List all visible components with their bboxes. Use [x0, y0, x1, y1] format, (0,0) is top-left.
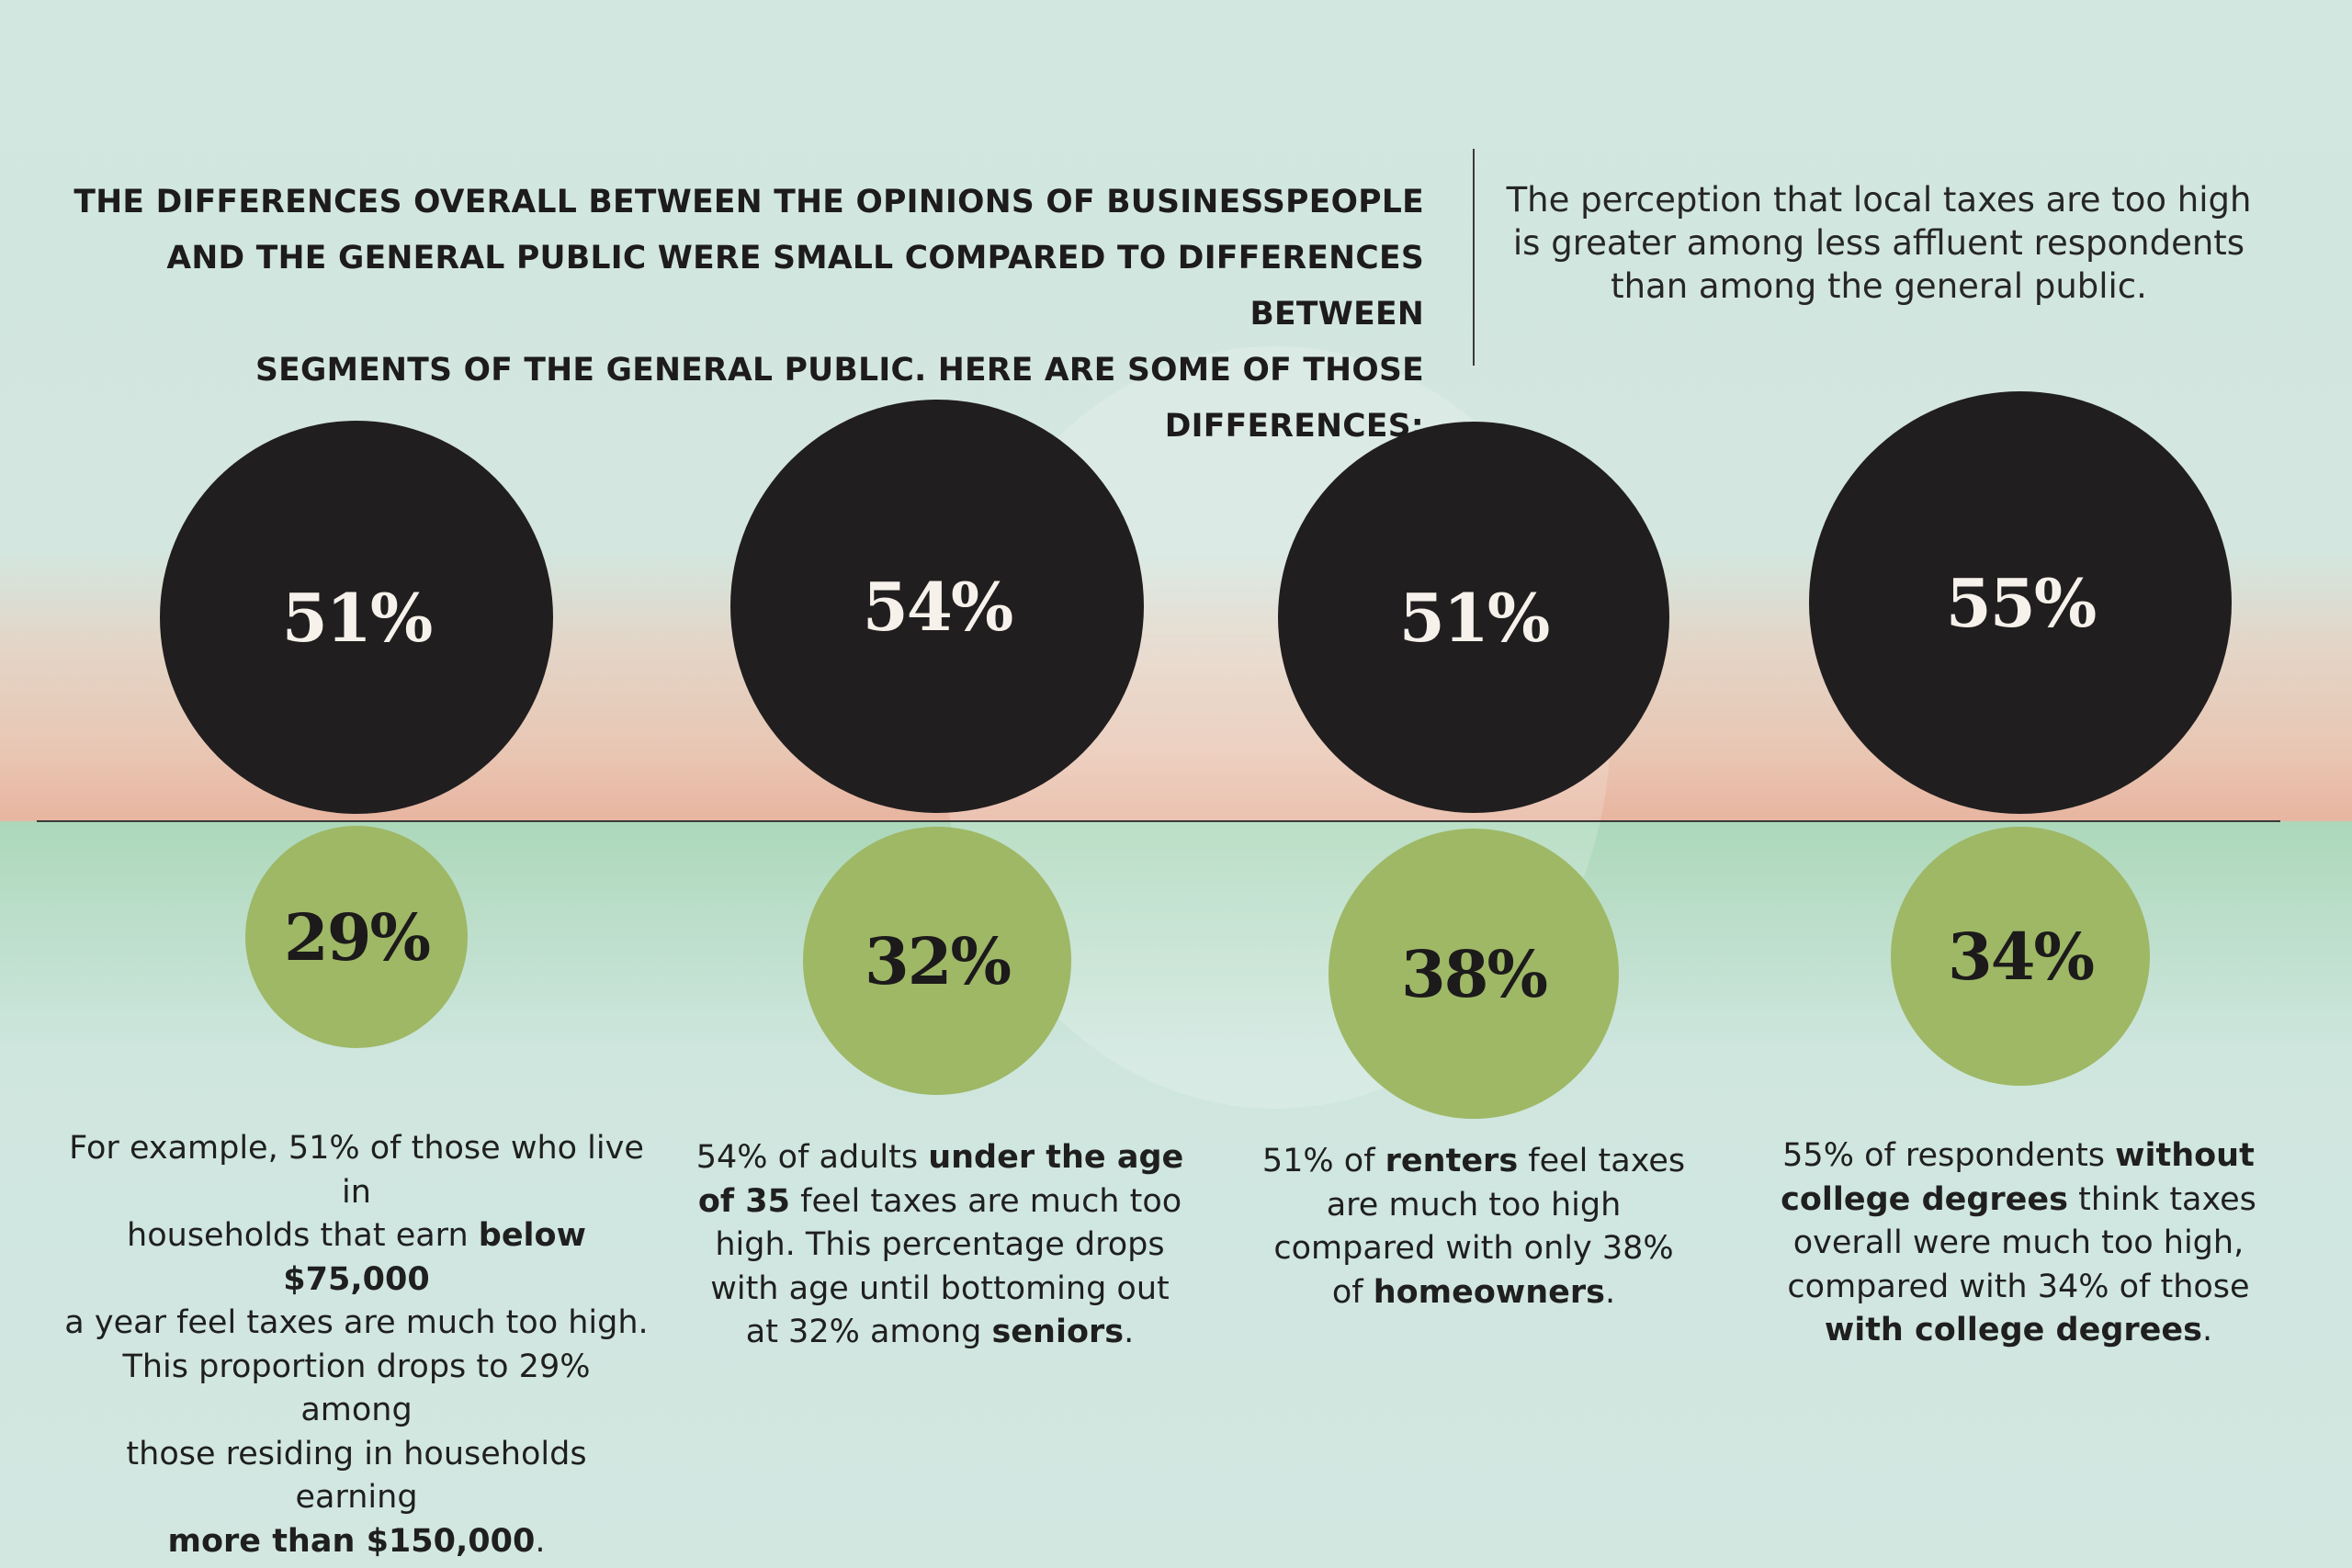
caption: 54% of adults under the age of 35 feel ta… — [646, 1136, 1234, 1355]
caption-text: of — [1331, 1273, 1374, 1311]
caption-text: 51% of — [1261, 1143, 1385, 1179]
caption-line: those residing in households earning — [62, 1433, 650, 1520]
caption-text: . — [1605, 1273, 1616, 1311]
headline-line: AND THE GENERAL PUBLIC WERE SMALL COMPAR… — [166, 240, 1424, 333]
lower-value-circle: 29% — [245, 826, 468, 1048]
caption-line: 55% of respondents without — [1724, 1134, 2312, 1179]
caption-line: This proportion drops to 29% among — [62, 1346, 650, 1433]
caption-line: more than $150,000. — [62, 1520, 650, 1564]
caption-text: a year feel taxes are much too high. — [64, 1304, 649, 1341]
lower-value-circle: 38% — [1329, 829, 1619, 1119]
caption-text: at 32% among — [745, 1314, 992, 1350]
lower-value-circle: 32% — [803, 827, 1071, 1095]
intro-line: The perception that local taxes are too … — [1506, 180, 2252, 220]
caption: 51% of renters feel taxes are much too hi… — [1180, 1140, 1768, 1314]
caption-line: of homeowners. — [1180, 1271, 1768, 1315]
caption-text: compared with 34% of those — [1787, 1268, 2250, 1305]
lower-value-circle: 34% — [1891, 827, 2150, 1086]
caption-line: college degrees think taxes — [1724, 1179, 2312, 1223]
caption-line: compared with 34% of those — [1724, 1266, 2312, 1310]
caption-emphasis: renters — [1385, 1143, 1519, 1179]
upper-value-circle: 55% — [1809, 391, 2232, 814]
upper-value-label: 55% — [1945, 563, 2098, 642]
caption-line: a year feel taxes are much too high. — [62, 1302, 650, 1346]
intro-line: than among the general public. — [1611, 266, 2147, 306]
caption-emphasis: under the age — [928, 1139, 1184, 1176]
caption: 55% of respondents without college degree… — [1724, 1134, 2312, 1353]
baseline-divider — [37, 820, 2280, 822]
upper-value-circle: 54% — [730, 400, 1144, 813]
lower-value-label: 32% — [865, 922, 1012, 999]
caption-text: high. This percentage drops — [715, 1226, 1165, 1263]
upper-value-circle: 51% — [160, 421, 553, 814]
caption-text: . — [2201, 1312, 2213, 1348]
caption-text: feel taxes — [1518, 1143, 1686, 1179]
caption-line: 54% of adults under the age — [646, 1136, 1234, 1180]
headline-line: SEGMENTS OF THE GENERAL PUBLIC. HERE ARE… — [255, 352, 1424, 445]
caption-text: think taxes — [2068, 1180, 2256, 1218]
upper-value-label: 51% — [281, 578, 434, 657]
caption-line: with college degrees. — [1724, 1309, 2312, 1353]
intro-text: The perception that local taxes are too … — [1484, 178, 2274, 308]
caption-line: compared with only 38% — [1180, 1227, 1768, 1271]
caption-text: overall were much too high, — [1792, 1224, 2245, 1261]
caption-text: households that earn — [127, 1217, 479, 1254]
caption-emphasis: college degrees — [1781, 1180, 2068, 1218]
caption-line: For example, 51% of those who live in — [62, 1127, 650, 1214]
upper-value-label: 51% — [1398, 578, 1551, 657]
caption-emphasis: of 35 — [697, 1182, 790, 1220]
caption-line: at 32% among seniors. — [646, 1311, 1234, 1355]
caption-text: 54% of adults — [695, 1139, 929, 1176]
headline-line: THE DIFFERENCES OVERALL BETWEEN THE OPIN… — [74, 184, 1424, 220]
caption: For example, 51% of those who live in hou… — [62, 1127, 650, 1563]
intro-line: is greater among less affluent responden… — [1512, 223, 2245, 263]
caption-text: with age until bottoming out — [710, 1269, 1170, 1307]
caption-emphasis: homeowners — [1373, 1273, 1606, 1311]
caption-emphasis: seniors — [991, 1314, 1125, 1350]
lower-value-label: 38% — [1401, 935, 1548, 1012]
caption-text: feel taxes are much too — [790, 1182, 1182, 1220]
caption-text: . — [535, 1522, 546, 1560]
caption-line: overall were much too high, — [1724, 1222, 2312, 1266]
caption-emphasis: with college degrees — [1824, 1312, 2202, 1348]
caption-line: of 35 feel taxes are much too — [646, 1180, 1234, 1224]
caption-text: This proportion drops to 29% among — [122, 1348, 591, 1429]
caption-text: For example, 51% of those who live in — [69, 1130, 644, 1211]
upper-value-circle: 51% — [1278, 422, 1669, 813]
caption-emphasis: below $75,000 — [283, 1217, 586, 1298]
caption-text: are much too high — [1326, 1186, 1622, 1224]
headline: THE DIFFERENCES OVERALL BETWEEN THE OPIN… — [55, 175, 1424, 455]
caption-line: are much too high — [1180, 1184, 1768, 1228]
caption-line: 51% of renters feel taxes — [1180, 1140, 1768, 1184]
caption-line: households that earn below $75,000 — [62, 1214, 650, 1302]
caption-emphasis: without — [2115, 1137, 2255, 1174]
caption-text: 55% of respondents — [1782, 1137, 2116, 1174]
caption-text: those residing in households earning — [126, 1435, 587, 1517]
vertical-divider — [1473, 149, 1475, 366]
lower-value-label: 34% — [1948, 918, 2095, 995]
caption-line: high. This percentage drops — [646, 1224, 1234, 1268]
upper-value-label: 54% — [862, 567, 1014, 646]
lower-value-label: 29% — [284, 898, 431, 976]
caption-text: compared with only 38% — [1273, 1230, 1674, 1267]
caption-line: with age until bottoming out — [646, 1268, 1234, 1312]
caption-emphasis: more than $150,000 — [167, 1522, 536, 1560]
caption-text: . — [1124, 1314, 1135, 1350]
